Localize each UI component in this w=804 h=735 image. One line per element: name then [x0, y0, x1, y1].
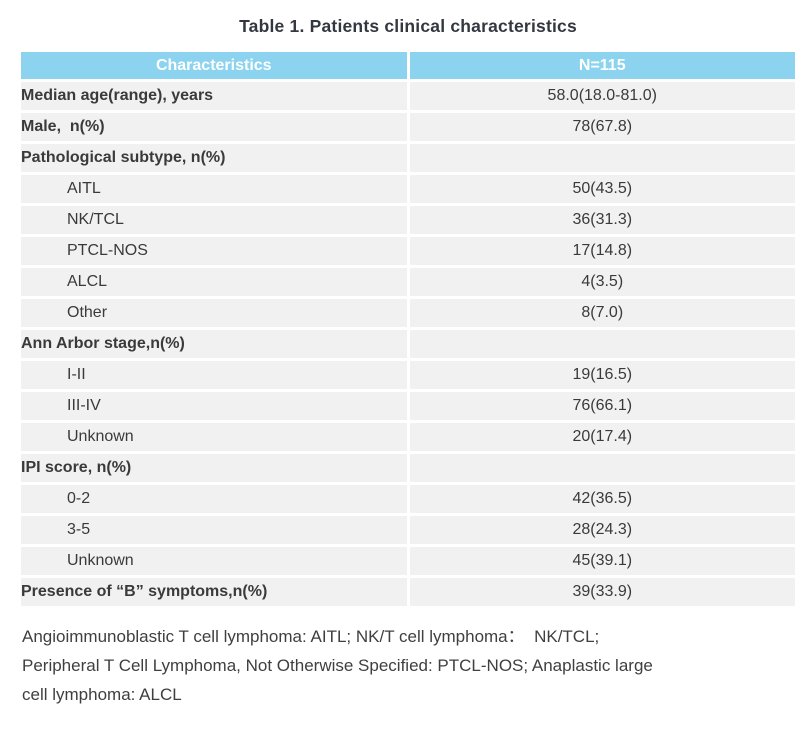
row-value-cell: 20(17.4) — [406, 421, 795, 454]
table-row: Pathological subtype, n(%) — [21, 142, 795, 175]
table-row: Male, n(%) 78(67.8) — [21, 111, 795, 144]
row-label-cell: 3-5 — [21, 514, 408, 547]
row-value-cell: 8(7.0) — [406, 297, 795, 330]
row-label-cell: I-II — [21, 359, 408, 392]
table-row: Presence of “B” symptoms,n(%) 39(33.9) — [21, 576, 795, 609]
row-label-cell: Other — [21, 297, 408, 330]
table-row: Unknown 45(39.1) — [21, 545, 795, 578]
row-value-cell: 39(33.9) — [406, 576, 795, 609]
table-title: Table 1. Patients clinical characteristi… — [239, 16, 577, 36]
row-label-cell: 0-2 — [21, 483, 408, 516]
row-label-cell: Presence of “B” symptoms,n(%) — [21, 576, 408, 609]
row-value-cell: 42(36.5) — [406, 483, 795, 516]
row-label-cell: AITL — [21, 173, 408, 206]
row-label-cell: III-IV — [21, 390, 408, 423]
table-row: AITL 50(43.5) — [21, 173, 795, 206]
row-value-cell: 76(66.1) — [406, 390, 795, 423]
footnote-line-1: Angioimmunoblastic T cell lymphoma: AITL… — [22, 627, 600, 646]
row-label-cell: Unknown — [21, 421, 408, 454]
table-row: Median age(range), years 58.0(18.0-81.0) — [21, 80, 795, 113]
row-value-cell: 58.0(18.0-81.0) — [406, 80, 795, 113]
page: Table 1. Patients clinical characteristi… — [0, 16, 804, 735]
row-value-cell: 50(43.5) — [406, 173, 795, 206]
row-value-cell — [406, 142, 795, 175]
column-header-characteristics: Characteristics — [21, 52, 408, 82]
row-label-cell: NK/TCL — [21, 204, 408, 237]
table-row: 0-2 42(36.5) — [21, 483, 795, 516]
table-row: NK/TCL 36(31.3) — [21, 204, 795, 237]
row-label-cell: IPI score, n(%) — [21, 452, 408, 485]
table-row: Unknown 20(17.4) — [21, 421, 795, 454]
table-row: PTCL-NOS 17(14.8) — [21, 235, 795, 268]
table-row: 3-5 28(24.3) — [21, 514, 795, 547]
table-header-row: Characteristics N=115 — [21, 52, 795, 82]
table-row: I-II 19(16.5) — [21, 359, 795, 392]
abbreviations-footnote: Angioimmunoblastic T cell lymphoma: AITL… — [22, 622, 788, 710]
row-label-cell: Pathological subtype, n(%) — [21, 142, 408, 175]
row-label-cell: Unknown — [21, 545, 408, 578]
column-header-n115: N=115 — [406, 52, 795, 82]
table-row: IPI score, n(%) — [21, 452, 795, 485]
row-label-cell: Ann Arbor stage,n(%) — [21, 328, 408, 361]
row-label-cell: ALCL — [21, 266, 408, 299]
row-label-cell: Median age(range), years — [21, 80, 408, 113]
footnote-line-2: Peripheral T Cell Lymphoma, Not Otherwis… — [22, 656, 653, 676]
footnote-line-3: cell lymphoma: ALCL — [22, 685, 182, 705]
table-row: ALCL 4(3.5) — [21, 266, 795, 299]
row-value-cell: 36(31.3) — [406, 204, 795, 237]
row-value-cell: 28(24.3) — [406, 514, 795, 547]
row-value-cell: 17(14.8) — [406, 235, 795, 268]
table-row: Other 8(7.0) — [21, 297, 795, 330]
row-value-cell: 19(16.5) — [406, 359, 795, 392]
row-value-cell: 78(67.8) — [406, 111, 795, 144]
patients-characteristics-table: Characteristics N=115 Median age(range),… — [21, 52, 795, 609]
row-value-cell: 45(39.1) — [406, 545, 795, 578]
row-value-cell: 4(3.5) — [406, 266, 795, 299]
table-body: Median age(range), years 58.0(18.0-81.0) M… — [21, 80, 795, 609]
table-row: III-IV 76(66.1) — [21, 390, 795, 423]
row-label-cell: Male, n(%) — [21, 111, 408, 144]
table-row: Ann Arbor stage,n(%) — [21, 328, 795, 361]
row-label-cell: PTCL-NOS — [21, 235, 408, 268]
row-value-cell — [406, 328, 795, 361]
row-value-cell — [406, 452, 795, 485]
